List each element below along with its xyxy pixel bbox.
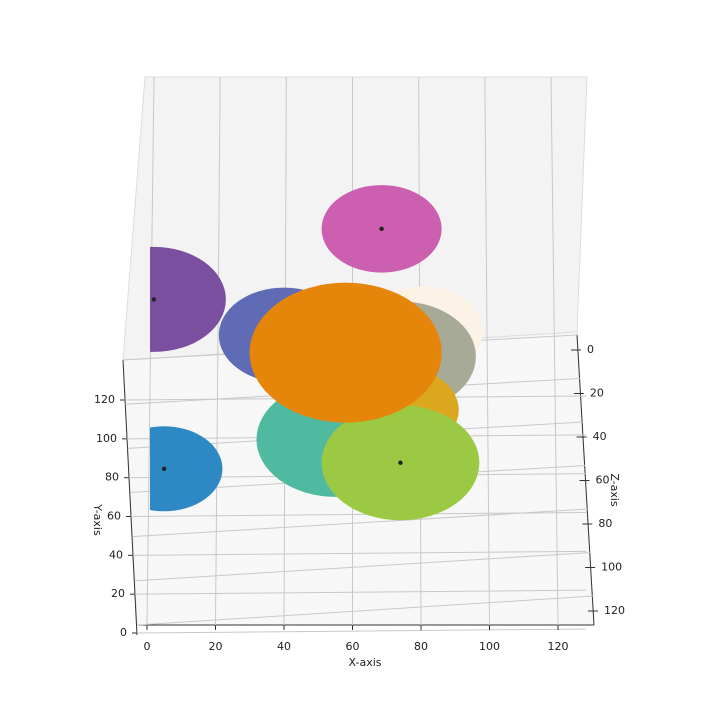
y-tick-label: 120 — [94, 393, 115, 406]
z-tick-label: 100 — [601, 561, 622, 574]
grid-line — [134, 552, 592, 582]
z-tick-label: 120 — [604, 604, 625, 617]
y-tick-label: 80 — [105, 471, 119, 484]
y-tick-label: 20 — [111, 587, 125, 600]
y-tick-label: 60 — [107, 510, 121, 523]
z-axis-label: Z-axis — [608, 473, 621, 507]
x-tick-label: 100 — [479, 640, 500, 653]
x-tick-label: 20 — [209, 640, 223, 653]
x-tick-label: 80 — [414, 640, 428, 653]
y-axis-line — [122, 359, 138, 636]
center-point — [161, 466, 167, 471]
sphere — [150, 426, 223, 512]
y-axis-label: Y-axis — [91, 503, 104, 536]
z-tick-label: 60 — [596, 474, 610, 487]
center-point — [398, 460, 403, 465]
sphere — [249, 282, 442, 423]
x-axis-label: X-axis — [349, 656, 382, 669]
grid-line — [130, 512, 587, 517]
z-tick-label: 20 — [590, 387, 604, 400]
grid-line — [550, 76, 559, 626]
x-tick-label: 40 — [277, 640, 291, 653]
y-tick-label: 100 — [96, 432, 117, 445]
z-tick-label: 80 — [598, 517, 612, 530]
grid-line — [484, 76, 490, 626]
z-tick-label: 40 — [593, 430, 607, 443]
grid-line — [134, 589, 587, 595]
grid-line — [136, 595, 595, 626]
x-tick-label: 120 — [548, 640, 569, 653]
center-point — [379, 226, 384, 232]
center-point — [151, 297, 157, 302]
grid-line — [215, 76, 221, 626]
x-tick-label: 0 — [144, 640, 151, 653]
grid-line — [132, 550, 587, 556]
y-tick-label: 0 — [120, 626, 127, 639]
x-tick-label: 60 — [346, 640, 360, 653]
sphere — [150, 246, 226, 352]
z-tick-label: 0 — [587, 343, 594, 356]
grid-line — [132, 508, 589, 538]
y-tick-label: 40 — [109, 548, 123, 561]
grid-line — [136, 628, 587, 634]
